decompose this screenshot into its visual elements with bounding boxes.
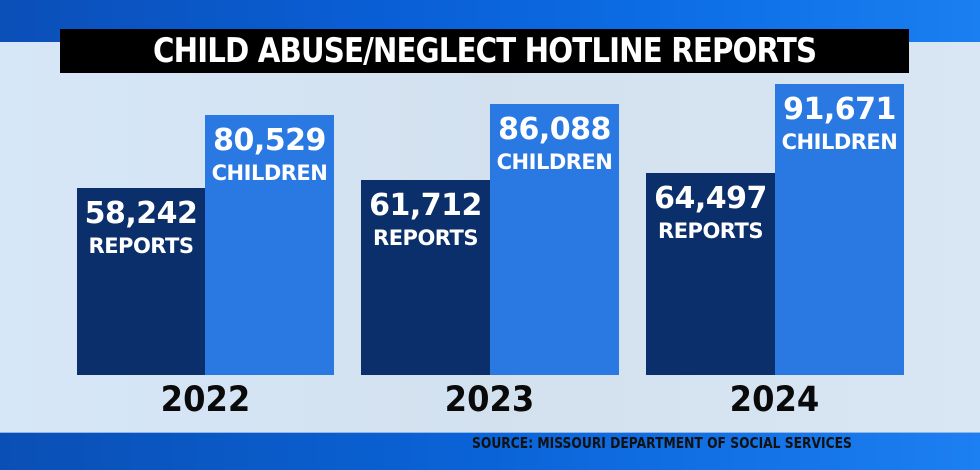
chart-title: CHILD ABUSE/NEGLECT HOTLINE REPORTS: [152, 31, 817, 71]
bar-2023-children: 86,088 CHILDREN: [490, 104, 619, 375]
bar-value: 86,088: [498, 112, 611, 147]
bar-label: CHILDREN: [211, 161, 328, 185]
title-banner: CHILD ABUSE/NEGLECT HOTLINE REPORTS: [60, 29, 909, 73]
source-credit: SOURCE: MISSOURI DEPARTMENT OF SOCIAL SE…: [472, 434, 852, 452]
year-label-2022: 2022: [160, 380, 251, 420]
bar-value: 80,529: [213, 123, 326, 158]
bar-2022-children: 80,529 CHILDREN: [205, 115, 334, 375]
bottom-blue-band: [0, 432, 980, 470]
bar-label: CHILDREN: [781, 130, 898, 154]
bar-value: 61,712: [369, 188, 482, 223]
bar-2023-reports: 61,712 REPORTS: [361, 180, 490, 375]
year-label-2024: 2024: [729, 380, 820, 420]
bar-label: REPORTS: [373, 226, 478, 250]
bar-2024-reports: 64,497 REPORTS: [646, 173, 775, 375]
bar-label: REPORTS: [658, 219, 763, 243]
bar-label: CHILDREN: [496, 150, 613, 174]
bar-value: 91,671: [783, 92, 896, 127]
bar-2022-reports: 58,242 REPORTS: [77, 188, 205, 375]
bar-label: REPORTS: [88, 234, 194, 258]
bar-value: 58,242: [84, 196, 198, 231]
year-label-2023: 2023: [444, 380, 535, 420]
bar-2024-children: 91,671 CHILDREN: [775, 84, 904, 375]
bar-value: 64,497: [654, 181, 767, 216]
